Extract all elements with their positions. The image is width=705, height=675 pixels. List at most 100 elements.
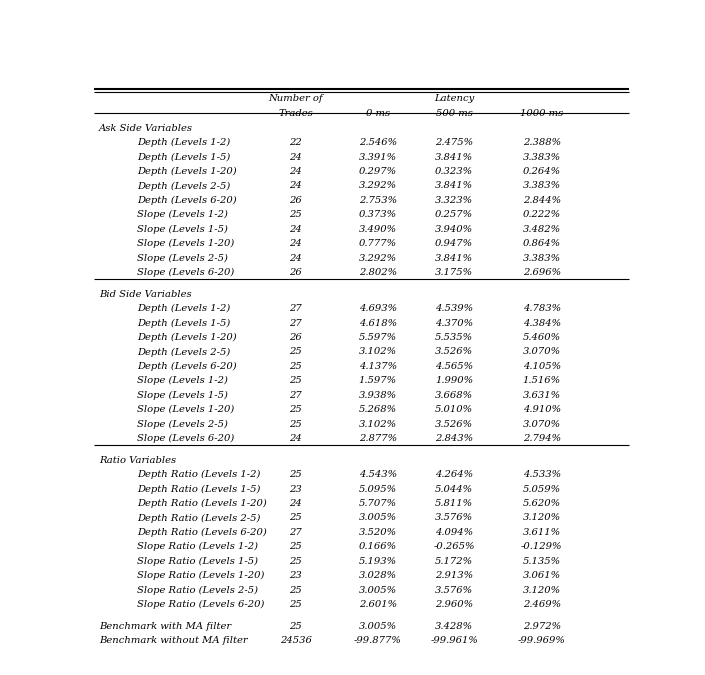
Text: 4.384%: 4.384%: [522, 319, 560, 327]
Text: 24: 24: [289, 225, 302, 234]
Text: 3.175%: 3.175%: [435, 268, 473, 277]
Text: 4.693%: 4.693%: [359, 304, 397, 313]
Text: 3.323%: 3.323%: [435, 196, 473, 205]
Text: 2.913%: 2.913%: [435, 571, 473, 580]
Text: 3.938%: 3.938%: [359, 391, 397, 400]
Text: 4.539%: 4.539%: [435, 304, 473, 313]
Text: 3.391%: 3.391%: [359, 153, 397, 161]
Text: 25: 25: [289, 211, 302, 219]
Text: Number of: Number of: [269, 94, 323, 103]
Text: 3.428%: 3.428%: [435, 622, 473, 630]
Text: 3.841%: 3.841%: [435, 153, 473, 161]
Text: 3.482%: 3.482%: [522, 225, 560, 234]
Text: Slope (Levels 1-2): Slope (Levels 1-2): [137, 377, 228, 385]
Text: -99.969%: -99.969%: [517, 637, 565, 645]
Text: 4.618%: 4.618%: [359, 319, 397, 327]
Text: Depth (Levels 6-20): Depth (Levels 6-20): [137, 196, 237, 205]
Text: 3.061%: 3.061%: [522, 571, 560, 580]
Text: 2.696%: 2.696%: [522, 268, 560, 277]
Text: 27: 27: [289, 391, 302, 400]
Text: 4.783%: 4.783%: [522, 304, 560, 313]
Text: 24536: 24536: [280, 637, 312, 645]
Text: 2.960%: 2.960%: [435, 600, 473, 609]
Text: 5.620%: 5.620%: [522, 499, 560, 508]
Text: 3.490%: 3.490%: [359, 225, 397, 234]
Text: Slope (Levels 2-5): Slope (Levels 2-5): [137, 420, 228, 429]
Text: 5.193%: 5.193%: [359, 557, 397, 566]
Text: 0.864%: 0.864%: [522, 239, 560, 248]
Text: 2.972%: 2.972%: [522, 622, 560, 630]
Text: 2.388%: 2.388%: [522, 138, 560, 147]
Text: 26: 26: [289, 268, 302, 277]
Text: 25: 25: [289, 377, 302, 385]
Text: 5.460%: 5.460%: [522, 333, 560, 342]
Text: 3.940%: 3.940%: [435, 225, 473, 234]
Text: 2.843%: 2.843%: [435, 434, 473, 443]
Text: 4.264%: 4.264%: [435, 470, 473, 479]
Text: 3.070%: 3.070%: [522, 420, 560, 429]
Text: 2.546%: 2.546%: [359, 138, 397, 147]
Text: 27: 27: [289, 319, 302, 327]
Text: 3.611%: 3.611%: [522, 528, 560, 537]
Text: -0.265%: -0.265%: [434, 543, 475, 551]
Text: 5.010%: 5.010%: [435, 405, 473, 414]
Text: Depth (Levels 1-20): Depth (Levels 1-20): [137, 333, 237, 342]
Text: Benchmark with MA filter: Benchmark with MA filter: [99, 622, 231, 630]
Text: Depth (Levels 1-20): Depth (Levels 1-20): [137, 167, 237, 176]
Text: Depth Ratio (Levels 1-20): Depth Ratio (Levels 1-20): [137, 499, 267, 508]
Text: 3.120%: 3.120%: [522, 586, 560, 595]
Text: Depth (Levels 1-2): Depth (Levels 1-2): [137, 304, 231, 313]
Text: 0.373%: 0.373%: [359, 211, 397, 219]
Text: Slope (Levels 1-20): Slope (Levels 1-20): [137, 239, 235, 248]
Text: 2.601%: 2.601%: [359, 600, 397, 609]
Text: 3.526%: 3.526%: [435, 420, 473, 429]
Text: 4.910%: 4.910%: [522, 405, 560, 414]
Text: 3.576%: 3.576%: [435, 514, 473, 522]
Text: 0.257%: 0.257%: [435, 211, 473, 219]
Text: Depth Ratio (Levels 1-2): Depth Ratio (Levels 1-2): [137, 470, 261, 479]
Text: Depth Ratio (Levels 2-5): Depth Ratio (Levels 2-5): [137, 514, 261, 522]
Text: Bid Side Variables: Bid Side Variables: [99, 290, 192, 299]
Text: 0.264%: 0.264%: [522, 167, 560, 176]
Text: 4.543%: 4.543%: [359, 470, 397, 479]
Text: Trades: Trades: [278, 109, 313, 117]
Text: 0.323%: 0.323%: [435, 167, 473, 176]
Text: 5.597%: 5.597%: [359, 333, 397, 342]
Text: 1.516%: 1.516%: [522, 377, 560, 385]
Text: 24: 24: [289, 167, 302, 176]
Text: Ratio Variables: Ratio Variables: [99, 456, 176, 465]
Text: 4.533%: 4.533%: [522, 470, 560, 479]
Text: Slope (Levels 1-20): Slope (Levels 1-20): [137, 405, 235, 414]
Text: Depth (Levels 2-5): Depth (Levels 2-5): [137, 348, 231, 356]
Text: Ask Side Variables: Ask Side Variables: [99, 124, 193, 133]
Text: Slope (Levels 6-20): Slope (Levels 6-20): [137, 268, 235, 277]
Text: Slope (Levels 2-5): Slope (Levels 2-5): [137, 254, 228, 263]
Text: -0.129%: -0.129%: [521, 543, 563, 551]
Text: 25: 25: [289, 586, 302, 595]
Text: 5.811%: 5.811%: [435, 499, 473, 508]
Text: 4.370%: 4.370%: [435, 319, 473, 327]
Text: 3.631%: 3.631%: [522, 391, 560, 400]
Text: 5.059%: 5.059%: [522, 485, 560, 493]
Text: Benchmark without MA filter: Benchmark without MA filter: [99, 637, 247, 645]
Text: 3.102%: 3.102%: [359, 348, 397, 356]
Text: 3.005%: 3.005%: [359, 586, 397, 595]
Text: 0.222%: 0.222%: [522, 211, 560, 219]
Text: 5.135%: 5.135%: [522, 557, 560, 566]
Text: 2.844%: 2.844%: [522, 196, 560, 205]
Text: 3.526%: 3.526%: [435, 348, 473, 356]
Text: 5.535%: 5.535%: [435, 333, 473, 342]
Text: 2.753%: 2.753%: [359, 196, 397, 205]
Text: 25: 25: [289, 514, 302, 522]
Text: 3.102%: 3.102%: [359, 420, 397, 429]
Text: 5.707%: 5.707%: [359, 499, 397, 508]
Text: Slope (Levels 1-2): Slope (Levels 1-2): [137, 211, 228, 219]
Text: Slope Ratio (Levels 6-20): Slope Ratio (Levels 6-20): [137, 600, 264, 610]
Text: Slope Ratio (Levels 1-20): Slope Ratio (Levels 1-20): [137, 571, 264, 580]
Text: 3.520%: 3.520%: [359, 528, 397, 537]
Text: 4.094%: 4.094%: [435, 528, 473, 537]
Text: 0 ms: 0 ms: [366, 109, 390, 117]
Text: 4.565%: 4.565%: [435, 362, 473, 371]
Text: 3.841%: 3.841%: [435, 182, 473, 190]
Text: 27: 27: [289, 304, 302, 313]
